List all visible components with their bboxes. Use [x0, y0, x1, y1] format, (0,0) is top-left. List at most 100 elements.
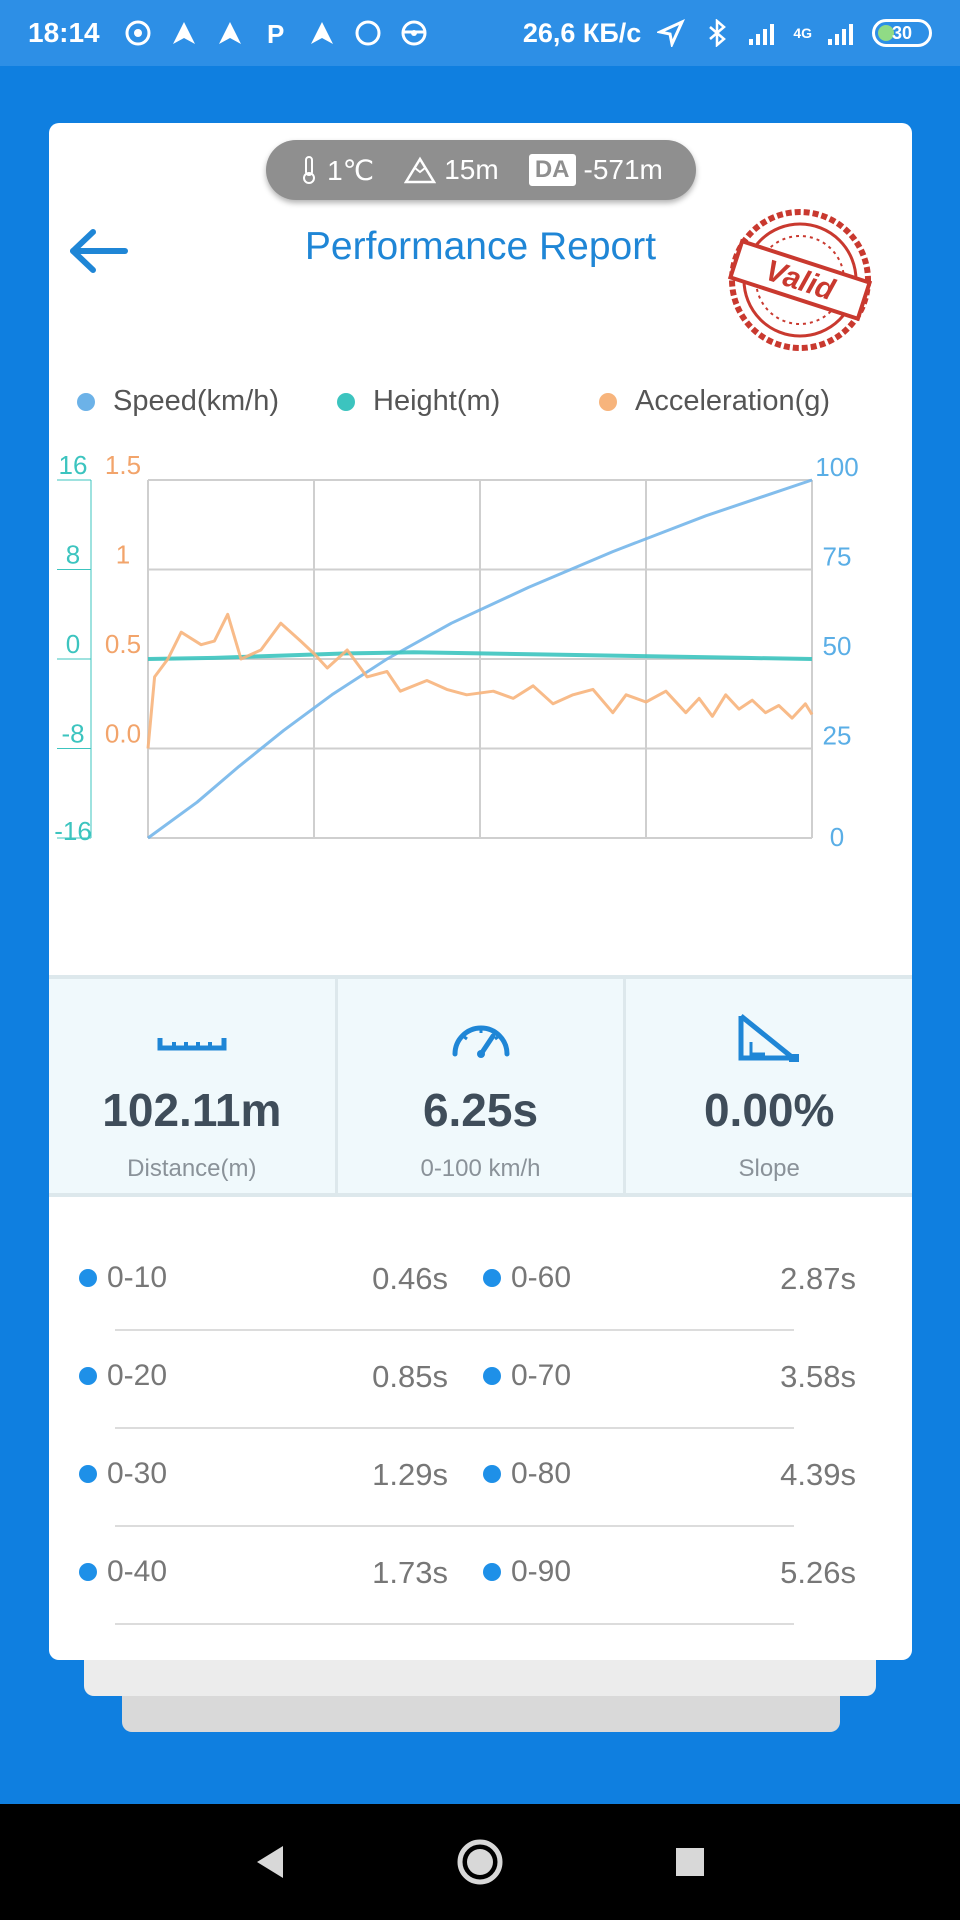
bluetooth-icon [701, 17, 733, 49]
performance-chart: 16 8 0 -8 -16 1.5 1 0.5 0.0 100 75 50 25 0 [49, 443, 912, 883]
slope-icon [735, 1009, 803, 1065]
split-label: 0-10 [79, 1261, 167, 1295]
split-time: 1.73s [372, 1555, 448, 1590]
legend-dot [337, 392, 355, 411]
notification-circle-icon [122, 17, 154, 49]
divider [115, 1525, 794, 1527]
split-label: 0-80 [483, 1457, 571, 1491]
split-row: 0-40 1.73s 0-90 5.26s [49, 1527, 912, 1625]
split-label: 0-20 [79, 1359, 167, 1393]
nav-home-button[interactable] [450, 1832, 510, 1892]
height-tick-label: 8 [66, 540, 80, 570]
ruler-icon [156, 1009, 228, 1065]
split-label: 0-60 [483, 1261, 571, 1295]
height-tick-label: 16 [59, 450, 88, 480]
parking-icon: P [260, 17, 292, 49]
divider [115, 1329, 794, 1331]
valid-stamp: Valid [727, 209, 873, 351]
legend-label: Speed(km/h) [113, 385, 280, 417]
back-arrow-icon [70, 229, 128, 273]
chart-legend: Speed(km/h) Height(m) Acceleration(g) [77, 385, 897, 418]
bullet-dot [483, 1465, 501, 1483]
split-label: 0-30 [79, 1457, 167, 1491]
navigation-arrow-icon [306, 17, 338, 49]
split-row: 0-10 0.46s 0-60 2.87s [49, 1233, 912, 1331]
temperature-item: 1℃ [299, 154, 374, 187]
navigation-arrow-icon [168, 17, 200, 49]
legend-dot [599, 392, 617, 411]
split-label: 0-40 [79, 1555, 167, 1589]
status-time: 18:14 [28, 17, 100, 48]
speed-tick-label: 75 [823, 542, 852, 572]
split-label: 0-70 [483, 1359, 571, 1393]
bullet-dot [79, 1367, 97, 1385]
divider [115, 1623, 794, 1625]
app-circle-icon [352, 17, 384, 49]
stat-distance: 102.11m Distance(m) [49, 979, 338, 1193]
legend-dot [77, 392, 95, 411]
battery-level: 30 [891, 22, 913, 43]
svg-text:P: P [267, 19, 284, 47]
split-time: 4.39s [780, 1457, 856, 1492]
bullet-dot [79, 1563, 97, 1581]
stat-zero-to-hundred: 6.25s 0-100 km/h [338, 979, 627, 1193]
height-tick-label: -8 [61, 719, 84, 749]
speed-tick-label: 50 [823, 631, 852, 661]
split-times-list: 0-10 0.46s 0-60 2.87s 0-20 0.85s 0-70 3.… [49, 1233, 912, 1625]
height-tick-label: 0 [66, 629, 80, 659]
stat-label: Distance(m) [127, 1155, 257, 1182]
height-tick-label: -16 [54, 816, 92, 846]
altitude-value: 15m [444, 154, 499, 185]
nav-recents-icon [676, 1848, 704, 1876]
altitude-item: 15m [404, 154, 499, 186]
stat-value: 6.25s [422, 1084, 539, 1136]
legend-label: Acceleration(g) [635, 385, 831, 417]
legend-label: Height(m) [373, 385, 501, 417]
steering-wheel-icon [398, 17, 430, 49]
accel-tick-label: 0.5 [105, 629, 141, 659]
thermometer-icon [303, 156, 316, 184]
network-speed: 26,6 КБ/с [522, 17, 642, 48]
split-time: 2.87s [780, 1261, 856, 1296]
stat-label: 0-100 km/h [420, 1155, 541, 1182]
chart-svg: 16 8 0 -8 -16 1.5 1 0.5 0.0 100 75 50 25 0 [54, 450, 858, 852]
legend-acceleration: Acceleration(g) [599, 385, 830, 418]
speed-tick-label: 25 [823, 721, 852, 751]
bullet-dot [79, 1465, 97, 1483]
nav-home-icon [457, 1839, 503, 1885]
speed-tick-label: 100 [815, 452, 858, 482]
height-series-line [147, 650, 813, 661]
signal-icon [826, 17, 858, 49]
stat-slope: 0.00% Slope [626, 979, 912, 1193]
nav-back-button[interactable] [240, 1832, 300, 1892]
bullet-dot [483, 1269, 501, 1287]
split-time: 0.46s [372, 1261, 448, 1296]
legend-speed: Speed(km/h) [77, 385, 337, 418]
density-altitude-item: DA -571m [528, 154, 663, 186]
speedometer-icon [449, 1009, 513, 1065]
network-type: 4G [793, 25, 812, 41]
split-row: 0-20 0.85s 0-70 3.58s [49, 1331, 912, 1429]
split-row: 0-30 1.29s 0-80 4.39s [49, 1429, 912, 1527]
status-bar: 18:14 P 26,6 КБ/с [0, 0, 960, 66]
acceleration-series-line [146, 612, 814, 749]
temperature-value: 1℃ [327, 154, 375, 186]
bullet-dot [79, 1269, 97, 1287]
stat-value: 102.11m [102, 1084, 282, 1136]
accel-tick-label: 1 [116, 540, 130, 570]
accel-tick-label: 0.0 [105, 719, 141, 749]
navigation-arrow-icon [214, 17, 246, 49]
stat-label: Slope [738, 1155, 800, 1182]
performance-report-card: 1℃ 15m DA -571m Performance Report Valid… [49, 123, 912, 1660]
speed-tick-label: 0 [830, 822, 844, 852]
nav-recents-button[interactable] [660, 1832, 720, 1892]
battery-icon: 30 [872, 19, 932, 47]
split-time: 5.26s [780, 1555, 856, 1590]
status-right: 26,6 КБ/с 4G 30 [523, 17, 932, 49]
mountain-icon [404, 156, 437, 184]
page-title: Performance Report [304, 225, 657, 268]
split-time: 1.29s [372, 1457, 448, 1492]
split-label: 0-90 [483, 1555, 571, 1589]
location-arrow-icon [655, 17, 687, 49]
back-button[interactable] [63, 221, 133, 281]
